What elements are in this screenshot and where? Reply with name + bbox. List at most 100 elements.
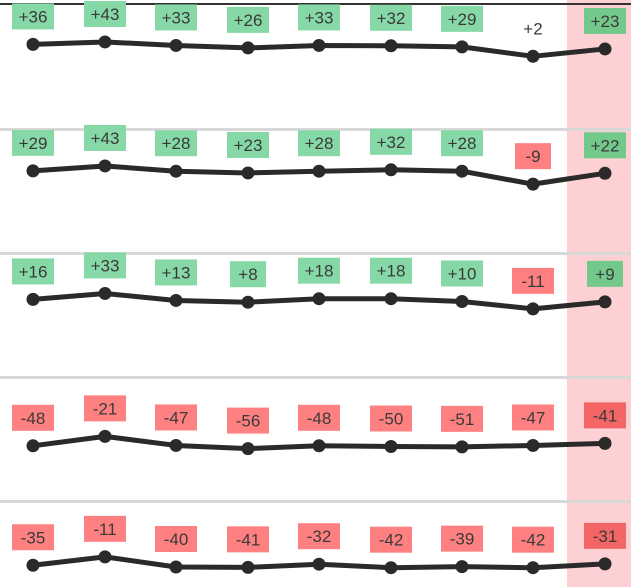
data-label-box bbox=[441, 5, 483, 32]
data-label: +32 bbox=[377, 9, 406, 28]
data-label-box bbox=[584, 7, 626, 34]
data-label: +36 bbox=[19, 7, 48, 26]
data-point bbox=[526, 302, 540, 316]
data-label-box bbox=[298, 523, 340, 550]
data-label: -21 bbox=[93, 399, 118, 418]
panel-separator-3 bbox=[0, 376, 631, 379]
data-point bbox=[598, 42, 612, 56]
data-point bbox=[526, 561, 540, 575]
data-point bbox=[98, 159, 112, 173]
data-label: -11 bbox=[93, 520, 116, 539]
data-label-box bbox=[515, 143, 551, 170]
data-label: -48 bbox=[307, 409, 332, 428]
data-label-box bbox=[155, 404, 197, 431]
data-point bbox=[241, 166, 255, 180]
data-label-box bbox=[12, 404, 54, 431]
panel-separator-2 bbox=[0, 252, 631, 255]
data-point bbox=[169, 38, 183, 52]
data-label-box bbox=[230, 261, 266, 288]
data-label: +9 bbox=[595, 265, 614, 284]
data-point bbox=[26, 439, 40, 453]
data-label-box bbox=[84, 0, 126, 27]
data-label: +8 bbox=[238, 265, 257, 284]
data-label: +33 bbox=[162, 8, 191, 27]
data-label: -39 bbox=[450, 530, 475, 549]
data-label: -48 bbox=[21, 409, 46, 428]
data-point bbox=[598, 436, 612, 450]
data-label-box bbox=[155, 130, 197, 157]
data-point bbox=[26, 558, 40, 572]
data-label-box bbox=[84, 252, 126, 279]
data-label: -9 bbox=[525, 147, 540, 166]
data-point bbox=[526, 49, 540, 63]
data-point bbox=[312, 38, 326, 52]
data-label-box bbox=[12, 3, 54, 30]
top-border bbox=[0, 3, 631, 5]
data-label-box bbox=[370, 526, 412, 553]
data-point bbox=[26, 37, 40, 51]
data-label-box bbox=[370, 4, 412, 31]
data-point bbox=[384, 292, 398, 306]
data-label: +23 bbox=[234, 136, 263, 155]
data-label: +26 bbox=[234, 11, 263, 30]
data-label-box bbox=[512, 404, 554, 431]
data-label-box bbox=[441, 525, 483, 552]
data-point bbox=[98, 286, 112, 300]
data-label: +16 bbox=[19, 262, 48, 281]
data-label: +2 bbox=[523, 19, 542, 38]
data-point bbox=[312, 292, 326, 306]
data-label: -40 bbox=[164, 530, 189, 549]
data-point bbox=[384, 39, 398, 53]
data-label: +28 bbox=[162, 134, 191, 153]
data-label-box bbox=[441, 405, 483, 432]
data-label-box bbox=[227, 407, 269, 434]
data-label-box bbox=[298, 130, 340, 157]
data-point bbox=[384, 561, 398, 575]
data-label-box bbox=[227, 6, 269, 33]
data-label: +33 bbox=[305, 8, 334, 27]
data-label: -47 bbox=[164, 408, 189, 427]
data-label-box bbox=[12, 524, 54, 551]
data-point bbox=[169, 560, 183, 574]
data-label-box bbox=[155, 526, 197, 552]
data-point bbox=[598, 295, 612, 309]
data-label: -32 bbox=[307, 527, 332, 546]
data-point bbox=[241, 295, 255, 309]
data-point bbox=[455, 40, 469, 54]
data-point bbox=[598, 166, 612, 180]
data-label: -50 bbox=[379, 410, 404, 429]
data-label-box bbox=[298, 404, 340, 431]
data-label: -31 bbox=[593, 527, 618, 546]
data-point bbox=[26, 292, 40, 306]
data-label-box bbox=[441, 260, 483, 287]
data-point bbox=[455, 560, 469, 574]
data-label: +28 bbox=[305, 134, 334, 153]
data-label: +10 bbox=[448, 265, 477, 284]
panel-separator-1 bbox=[0, 128, 631, 131]
data-point bbox=[26, 164, 40, 178]
data-point bbox=[241, 560, 255, 574]
data-label-box bbox=[441, 130, 483, 157]
data-label: +22 bbox=[591, 136, 620, 155]
data-label: +23 bbox=[591, 12, 620, 31]
data-point bbox=[169, 164, 183, 178]
data-label: -35 bbox=[21, 528, 46, 547]
data-label-box bbox=[584, 402, 626, 429]
data-label-box bbox=[512, 526, 554, 553]
data-label-box bbox=[370, 128, 412, 155]
data-label-box bbox=[370, 257, 412, 284]
data-label: +43 bbox=[91, 129, 120, 148]
data-label-box bbox=[227, 131, 269, 158]
data-label: +29 bbox=[448, 10, 477, 29]
data-label-box bbox=[370, 405, 412, 432]
data-label: -41 bbox=[236, 530, 261, 549]
data-label-box bbox=[84, 515, 126, 542]
data-point bbox=[598, 557, 612, 571]
data-label: +13 bbox=[162, 263, 191, 282]
data-label-box bbox=[584, 132, 626, 159]
data-label: -11 bbox=[521, 272, 544, 291]
data-label-box bbox=[587, 260, 623, 287]
data-point bbox=[526, 438, 540, 452]
data-point bbox=[98, 429, 112, 443]
